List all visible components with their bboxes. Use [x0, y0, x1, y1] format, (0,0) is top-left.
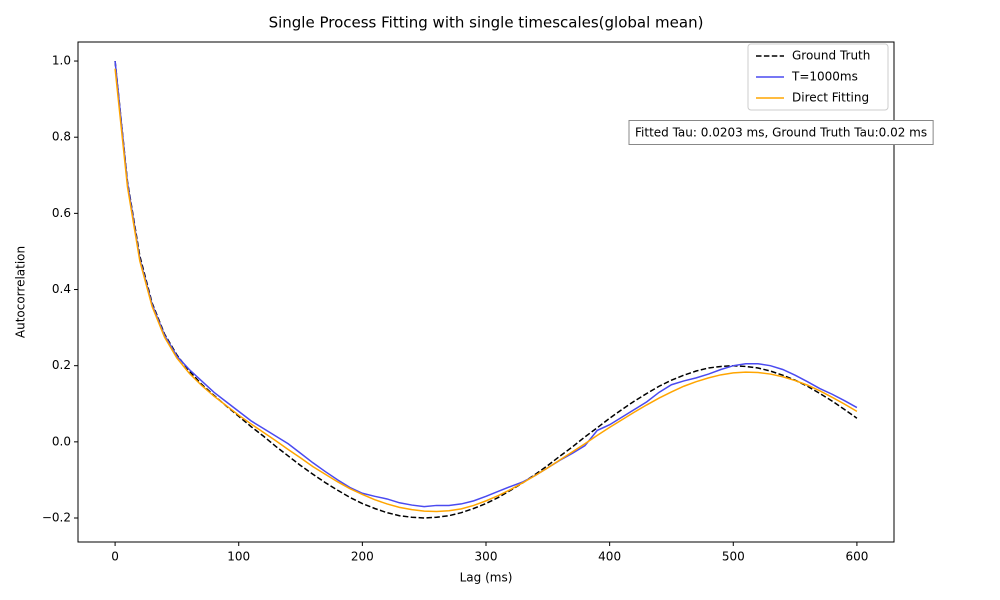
y-tick-label: −0.2 [42, 511, 71, 525]
x-tick-label: 0 [111, 550, 119, 564]
x-tick-label: 600 [845, 550, 868, 564]
line-series [114, 60, 858, 508]
x-tick-label: 300 [475, 550, 498, 564]
x-tick-label: 200 [351, 550, 374, 564]
legend-label: T=1000ms [791, 70, 858, 84]
chart-title: Single Process Fitting with single times… [269, 14, 704, 32]
x-tick-label: 400 [598, 550, 621, 564]
y-tick-label: 0.6 [52, 206, 71, 220]
plot-frame [77, 41, 895, 543]
y-tick-label: 0.0 [52, 434, 71, 448]
legend-box [747, 43, 889, 111]
y-tick-label: 0.4 [52, 282, 71, 296]
x-tick-label: 500 [722, 550, 745, 564]
y-tick-label: 0.2 [52, 358, 71, 372]
annotation-text: Fitted Tau: 0.0203 ms, Ground Truth Tau:… [635, 126, 927, 140]
y-axis-label: Autocorrelation [14, 246, 28, 338]
y-tick-label: 1.0 [52, 54, 71, 68]
annotation: Fitted Tau: 0.0203 ms, Ground Truth Tau:… [628, 120, 934, 145]
line-series [114, 68, 858, 513]
annotation-box [628, 120, 934, 145]
x-tick-label: 100 [227, 550, 250, 564]
legend-label: Direct Fitting [792, 91, 869, 105]
y-tick-label: 0.8 [52, 130, 71, 144]
legend-label: Ground Truth [792, 49, 870, 63]
x-axis-label: Lag (ms) [460, 571, 513, 585]
